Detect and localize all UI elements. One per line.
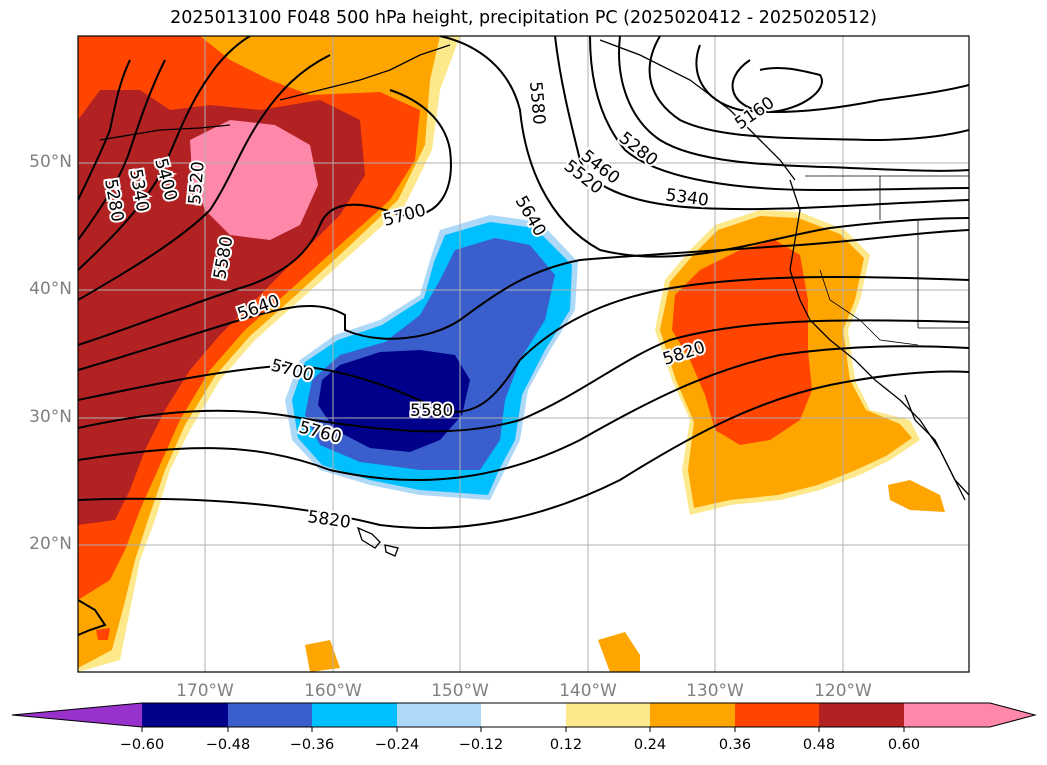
lon-label-120w: 120°W [814, 681, 872, 701]
map-title: 2025013100 F048 500 hPa height, precipit… [170, 8, 877, 28]
lat-label-50n: 50°N [29, 152, 72, 172]
colorbar-segments [12, 703, 1035, 727]
colorbar-bin [650, 703, 735, 727]
colorbar-bin [566, 703, 650, 727]
map-gridlines [78, 36, 969, 672]
colorbar-tick-marks [141, 727, 905, 732]
lon-label-170w: 170°W [176, 681, 234, 701]
colorbar-tick-label: −0.24 [374, 737, 420, 753]
colorbar-tick-label: 0.36 [718, 737, 752, 753]
colorbar-tick-label: −0.36 [289, 737, 335, 753]
colorbar-bin [397, 703, 481, 727]
state-borders [805, 175, 969, 346]
colorbar-tick-label: 0.12 [549, 737, 583, 753]
colorbar-bin [735, 703, 819, 727]
colorbar-bin [228, 703, 312, 727]
height-contours [78, 36, 969, 636]
lat-label-20n: 20°N [29, 534, 72, 554]
map-panel: 5820 5760 5700 5640 5580 5700 5820 5640 … [77, 35, 970, 673]
colorbar-bin [142, 703, 228, 727]
colorbar-tick-label: 0.60 [887, 737, 921, 753]
colorbar-bin [819, 703, 904, 727]
lat-label-40n: 40°N [29, 279, 72, 299]
contour-label-5280-west: 5280 [100, 177, 127, 223]
contour-label-5460-west: 5520 [185, 161, 209, 206]
colorbar-bin [904, 703, 990, 727]
colorbar-tick-label: −0.12 [458, 737, 504, 753]
lon-label-160w: 160°W [304, 681, 362, 701]
lon-label-150w: 150°W [431, 681, 489, 701]
lon-label-130w: 130°W [686, 681, 744, 701]
colorbar-tick-label: 0.24 [633, 737, 667, 753]
contour-label-5520: 5580 [525, 81, 549, 126]
colorbar-bin [312, 703, 397, 727]
colorbar-extend-low [12, 703, 142, 727]
colorbar-tick-label: 0.48 [802, 737, 836, 753]
map-frame [77, 35, 970, 673]
precip-anomaly-positive-east [655, 210, 945, 515]
colorbar-extend-high [990, 703, 1035, 727]
lat-label-30n: 30°N [29, 407, 72, 427]
contour-label-5580-center: 5580 [410, 401, 453, 421]
colorbar-tick-label: −0.60 [119, 737, 165, 753]
colorbar-outline [11, 702, 1037, 728]
colorbar-tick-label: −0.48 [205, 737, 251, 753]
contour-label-5340: 5340 [664, 185, 710, 211]
colorbar-bin [481, 703, 566, 727]
lon-label-140w: 140°W [559, 681, 617, 701]
